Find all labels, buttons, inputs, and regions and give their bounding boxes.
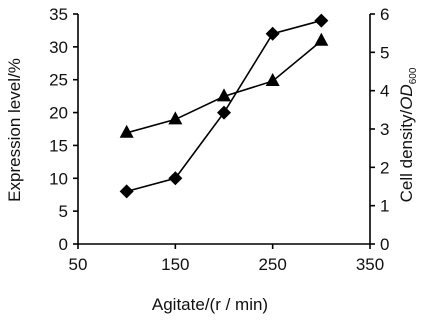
x-tick-label: 250: [258, 255, 286, 274]
y2-tick-label: 2: [380, 158, 389, 177]
x-tick-label: 150: [161, 255, 189, 274]
x-tick-label: 350: [356, 255, 384, 274]
y2-tick-label: 1: [380, 197, 389, 216]
y2-tick-label: 4: [380, 82, 389, 101]
y2-axis-title-main: Cell density/: [397, 110, 416, 203]
triangle-marker: [265, 73, 280, 87]
diamond-marker: [217, 105, 231, 120]
y-tick-label: 35: [49, 5, 68, 24]
y2-tick-label: 6: [380, 5, 389, 24]
y-axis-title: Expression level/%: [5, 58, 24, 202]
y-tick-label: 20: [49, 104, 68, 123]
y2-axis-title-italic: OD: [397, 84, 416, 110]
diamond-marker: [265, 26, 280, 41]
y-tick-label: 30: [49, 38, 68, 57]
diamond-marker: [119, 184, 134, 199]
y-tick-label: 10: [49, 169, 68, 188]
y-tick-label: 25: [49, 71, 68, 90]
x-axis-title: Agitate/(r / min): [152, 295, 268, 314]
y2-tick-label: 5: [380, 43, 389, 62]
y2-axis-title: Cell density/OD600: [397, 67, 419, 202]
y2-tick-label: 3: [380, 120, 389, 139]
diamond-marker: [314, 13, 329, 28]
series: [119, 13, 329, 199]
triangle-marker: [168, 111, 183, 125]
x-tick-label: 50: [69, 255, 88, 274]
triangle-marker: [217, 88, 231, 102]
y-tick-label: 5: [59, 202, 68, 221]
diamond-marker: [168, 171, 183, 186]
y-tick-label: 0: [59, 235, 68, 254]
y2-tick-label: 0: [380, 235, 389, 254]
triangle-marker: [314, 32, 329, 46]
y2-axis-title-subscript: 600: [408, 67, 419, 84]
axes: [77, 14, 371, 245]
y-tick-label: 15: [49, 136, 68, 155]
triangle-marker: [119, 124, 134, 138]
